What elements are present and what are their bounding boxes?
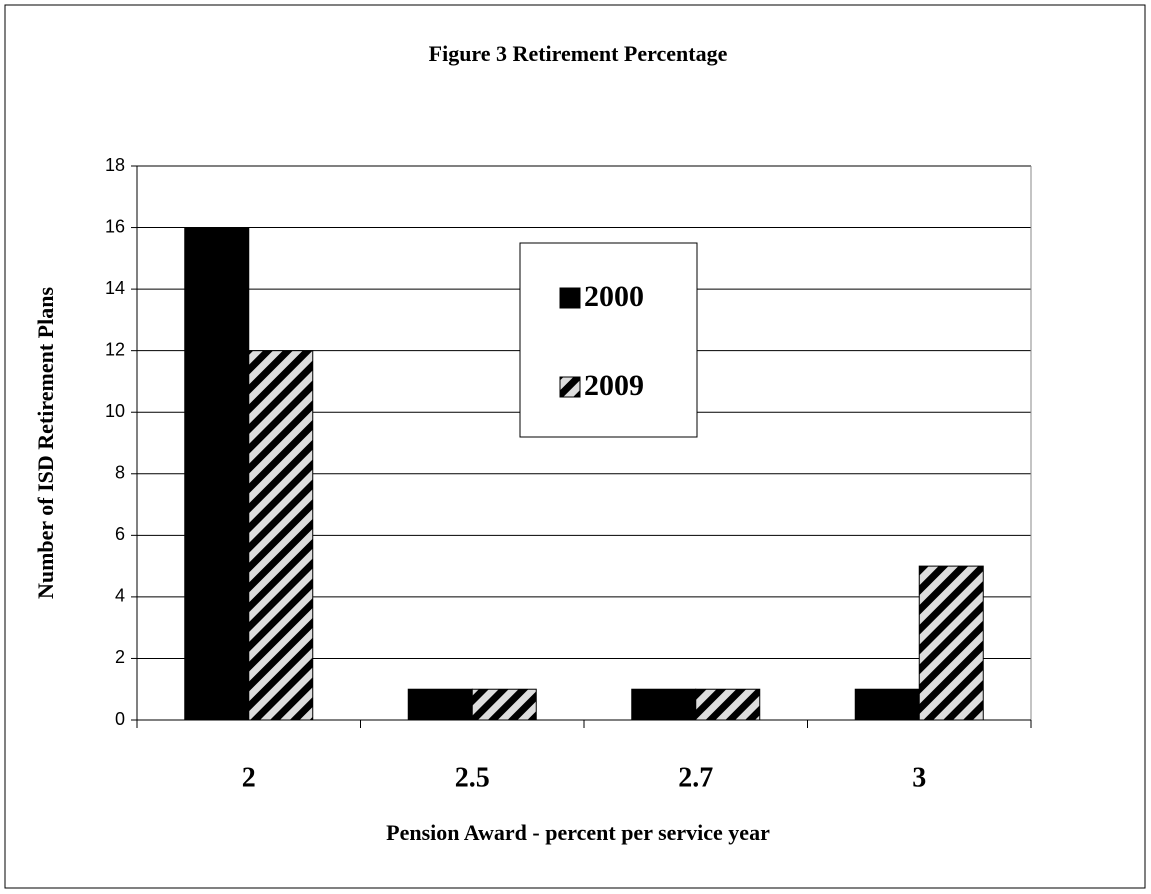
- legend-swatch: [559, 376, 581, 398]
- x-tick-label: 2.5: [455, 762, 490, 793]
- chart-border: [4, 4, 1146, 889]
- bar: [918, 565, 984, 721]
- y-tick-label: 10: [105, 401, 125, 421]
- y-tick-label: 6: [115, 524, 125, 544]
- y-tick-label: 0: [115, 709, 125, 729]
- bar: [631, 688, 697, 721]
- bar: [854, 688, 920, 721]
- chart-title: Figure 3 Retirement Percentage: [429, 41, 728, 66]
- legend-label: 2009: [584, 369, 644, 402]
- bar: [184, 227, 250, 721]
- y-tick-label: 16: [105, 216, 125, 236]
- y-tick-label: 14: [105, 278, 125, 298]
- y-axis-title: Number of ISD Retirement Plans: [33, 287, 58, 599]
- y-tick-label: 18: [105, 155, 125, 175]
- y-tick-label: 2: [115, 647, 125, 667]
- legend-swatch: [559, 287, 581, 309]
- y-tick-label: 4: [115, 586, 125, 606]
- y-tick-label: 12: [105, 339, 125, 359]
- x-axis-title: Pension Award - percent per service year: [386, 820, 770, 845]
- plot-area: 0 2 4 6 8 10 12 14 16 18 2 2.5 2.7 3 2000 2009: [105, 155, 1032, 793]
- legend-box: [519, 242, 698, 438]
- legend-label: 2000: [584, 280, 644, 313]
- x-tick-label: 2.7: [678, 762, 713, 793]
- y-tick-label: 8: [115, 463, 125, 483]
- bar: [471, 688, 537, 721]
- bar: [407, 688, 473, 721]
- x-tick-label: 2: [242, 762, 256, 793]
- bar: [695, 688, 761, 721]
- bar: [248, 350, 314, 721]
- x-tick-label: 3: [912, 762, 926, 793]
